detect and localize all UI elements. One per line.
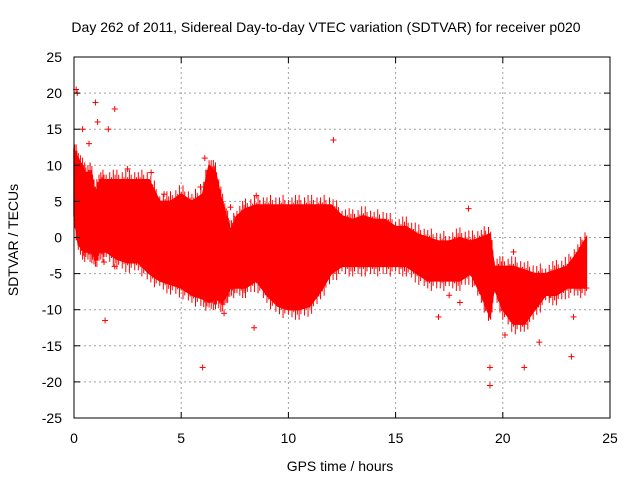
outlier-point [201,155,208,162]
outlier-point [546,292,553,299]
outlier-point [456,299,463,306]
outlier-point [435,313,442,320]
y-tick-label: 15 [46,121,62,137]
outlier-point [330,137,337,144]
outlier-point [197,183,204,190]
x-tick-label: 0 [70,430,78,446]
y-tick-label: -5 [50,266,63,282]
outlier-point [536,339,543,346]
y-tick-label: 0 [54,230,62,246]
y-tick-label: 20 [46,85,62,101]
y-tick-label: -25 [42,410,62,426]
outlier-point [465,205,472,212]
outlier-point [148,169,155,176]
data-band [73,144,588,335]
outlier-point [161,191,168,198]
outlier-point [199,364,206,371]
x-tick-label: 5 [177,430,185,446]
outlier-point [92,99,99,106]
outlier-point [486,382,493,389]
y-tick-label: 25 [46,49,62,65]
outlier-point [583,285,590,292]
axis-ticks: 0 5 10 15 20 25 -25 -20 -15 -10 -5 0 5 10 15 20 25 [42,49,618,446]
outlier-point [521,364,528,371]
outlier-point [86,140,93,147]
x-tick-label: 20 [495,430,511,446]
outlier-point [94,118,101,125]
outlier-point [227,204,234,211]
y-tick-label: 5 [54,193,62,209]
outlier-point [521,321,528,328]
y-tick-label: -15 [42,338,62,354]
chart-title: Day 262 of 2011, Sidereal Day-to-day VTE… [71,19,580,35]
outlier-point [568,353,575,360]
x-axis-label: GPS time / hours [287,458,394,474]
outlier-point [111,263,118,270]
x-tick-label: 15 [388,430,404,446]
y-tick-label: -20 [42,374,62,390]
y-tick-label: 10 [46,157,62,173]
outlier-point [251,324,258,331]
outlier-point [79,126,86,133]
outlier-point [221,310,228,317]
outlier-markers [73,86,590,389]
outlier-point [570,313,577,320]
outlier-point [253,192,260,199]
outlier-point [446,292,453,299]
outlier-point [105,126,112,133]
x-tick-label: 25 [602,430,618,446]
y-tick-label: -10 [42,302,62,318]
outlier-point [574,266,581,273]
outlier-point [568,270,575,277]
outlier-point [486,364,493,371]
outlier-point [501,331,508,338]
x-tick-label: 10 [281,430,297,446]
outlier-point [101,259,108,266]
outlier-point [111,105,118,112]
y-axis-label: SDTVAR / TECUs [5,184,21,296]
outlier-point [510,248,517,255]
outlier-point [102,317,109,324]
outlier-point [124,165,131,172]
